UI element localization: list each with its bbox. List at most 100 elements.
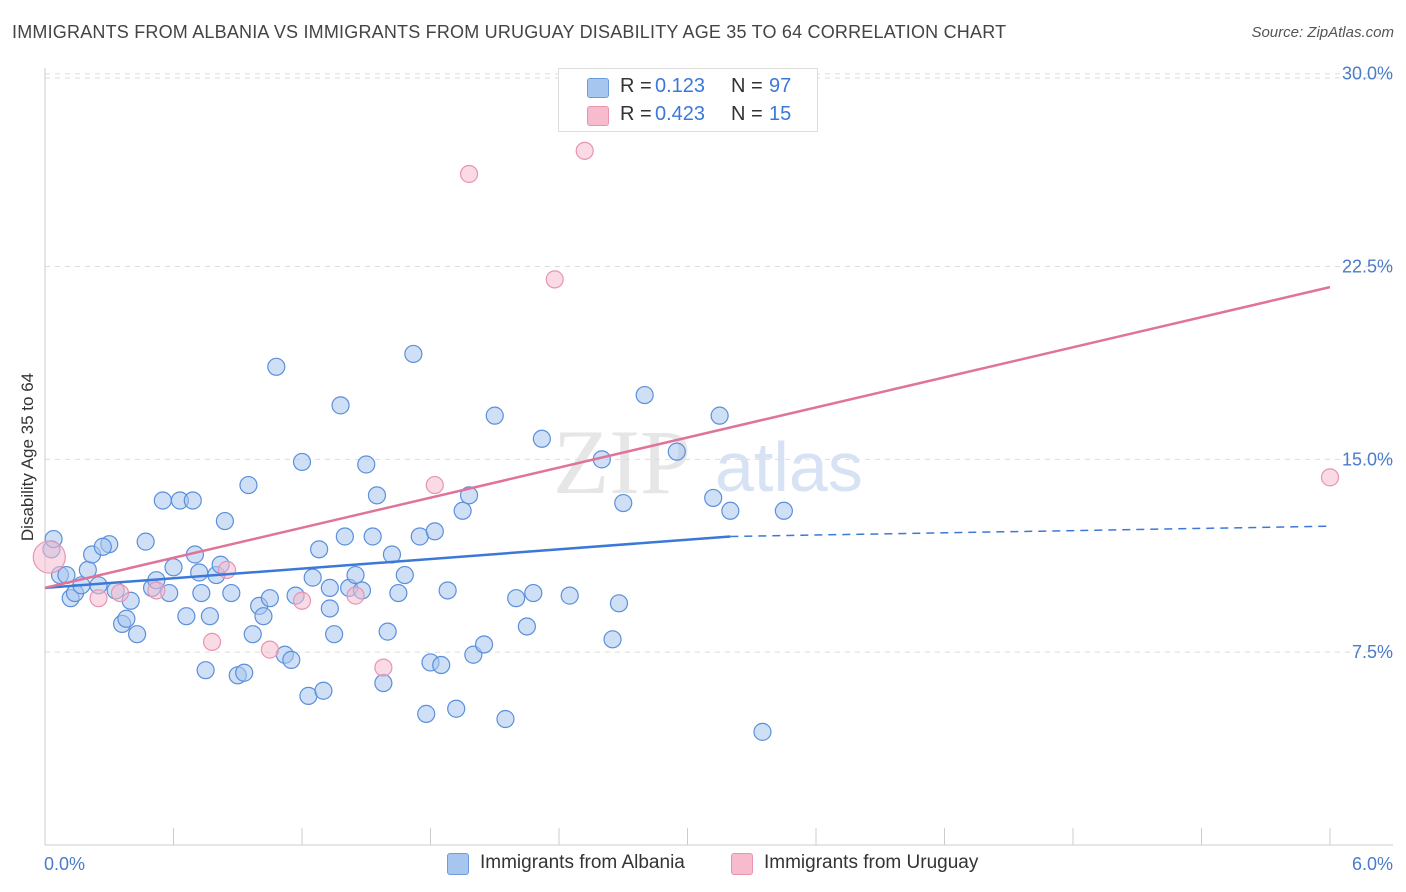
albania-point — [507, 589, 526, 608]
r-value: 0.423 — [655, 103, 706, 125]
albania-point — [314, 681, 333, 700]
albania-point — [667, 442, 686, 461]
uruguay-point — [575, 141, 594, 160]
albania-point — [753, 722, 772, 741]
albania-point — [635, 385, 654, 405]
uruguay-point — [459, 164, 479, 184]
uruguay-point — [32, 540, 66, 574]
albania-point — [603, 630, 622, 649]
albania-point — [721, 501, 740, 520]
albania-point — [496, 709, 515, 729]
albania-point — [310, 540, 329, 559]
albania-legend-swatch — [447, 853, 469, 875]
albania-point — [239, 475, 258, 495]
albania-point — [704, 488, 723, 508]
albania-point — [320, 599, 339, 618]
uruguay-point — [292, 591, 312, 610]
albania-point — [303, 568, 322, 587]
albania-point — [425, 522, 444, 541]
albania-point — [215, 511, 234, 531]
albania-point — [517, 617, 536, 636]
albania-point — [254, 607, 273, 626]
series-albania-points — [42, 344, 793, 741]
albania-point — [438, 581, 457, 600]
albania-point — [177, 607, 196, 626]
albania-point — [453, 501, 472, 520]
albania-point — [374, 673, 393, 693]
n-value: 97 — [769, 75, 792, 97]
axes — [44, 68, 1393, 846]
n-label: N = — [731, 103, 763, 125]
uruguay-point — [545, 270, 564, 289]
n-label: N = — [731, 75, 763, 97]
albania-point — [164, 558, 183, 577]
uruguay-trend-line — [44, 285, 1331, 590]
albania-swatch — [587, 78, 609, 98]
albania-point — [127, 625, 147, 644]
albania-point — [117, 609, 136, 628]
uruguay-point — [147, 581, 166, 600]
albania-point — [260, 589, 279, 608]
albania-point — [710, 406, 729, 425]
albania-trend-extension — [730, 525, 1331, 538]
albania-point — [447, 699, 466, 718]
albania-point — [235, 663, 254, 682]
albania-point — [357, 455, 376, 474]
albania-point — [532, 429, 551, 448]
albania-point — [459, 486, 479, 505]
x-tick-label: 0.0% — [44, 854, 85, 874]
ticks: 7.5% 15.0% 22.5% 30.0% 0.0% 6.0% — [44, 64, 1393, 874]
albania-point — [774, 501, 793, 520]
uruguay-point — [374, 658, 393, 677]
uruguay-point — [89, 589, 108, 608]
uruguay-point — [110, 583, 130, 603]
uruguay-point — [260, 640, 279, 659]
albania-point — [389, 583, 408, 603]
trend-lines — [44, 285, 1331, 590]
y-tick-label: 7.5% — [1352, 642, 1393, 662]
albania-point — [222, 583, 241, 603]
albania-point — [335, 527, 354, 546]
albania-point — [417, 704, 436, 723]
r-label: R = — [620, 75, 652, 97]
albania-point — [196, 661, 215, 680]
albania-point — [93, 537, 112, 556]
x-tick-label: 6.0% — [1352, 854, 1393, 874]
albania-legend-label: Immigrants from Albania — [480, 852, 685, 873]
uruguay-swatch — [587, 106, 609, 126]
chart-title: IMMIGRANTS FROM ALBANIA VS IMMIGRANTS FR… — [12, 22, 1007, 42]
r-value: 0.123 — [655, 75, 706, 97]
uruguay-legend-swatch — [731, 853, 753, 875]
uruguay-legend-label: Immigrants from Uruguay — [764, 852, 979, 873]
albania-point — [432, 655, 451, 675]
grid-lines — [45, 73, 1393, 653]
source-label: Source: ZipAtlas.com — [1251, 24, 1394, 41]
albania-point — [190, 563, 209, 582]
series-uruguay-points — [32, 141, 1340, 677]
uruguay-point — [346, 586, 365, 605]
albania-point — [395, 565, 414, 585]
albania-point — [367, 486, 387, 505]
albania-point — [404, 344, 423, 364]
albania-point — [267, 357, 286, 376]
albania-point — [363, 527, 382, 546]
albania-point — [320, 578, 339, 598]
r-label: R = — [620, 103, 652, 125]
albania-point — [292, 452, 312, 472]
watermark-atlas: atlas — [715, 428, 863, 506]
uruguay-point — [425, 475, 444, 495]
albania-point — [136, 532, 155, 551]
albania-trend-line — [44, 535, 731, 590]
albania-point — [200, 607, 220, 626]
uruguay-point — [1320, 468, 1340, 487]
albania-point — [485, 406, 504, 425]
albania-point — [614, 493, 633, 513]
albania-point — [524, 583, 543, 603]
stats-legend: R = 0.123 N = 97 R = 0.423 N = 15 — [558, 68, 818, 132]
albania-point — [192, 583, 211, 603]
albania-point — [474, 635, 494, 654]
y-tick-label: 30.0% — [1342, 64, 1393, 84]
uruguay-point — [202, 632, 222, 651]
albania-point — [183, 491, 202, 510]
